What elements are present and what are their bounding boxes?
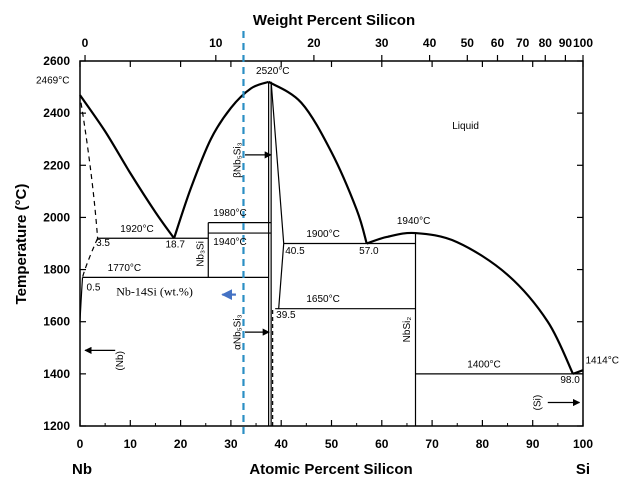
top-tick-label: 40: [423, 36, 437, 50]
x-tick-label: 10: [124, 437, 138, 451]
composition-label-c_98_0: 98.0: [560, 375, 580, 386]
beta-nb5si3-label: βNb₅Si₃: [232, 142, 243, 178]
alpha-nb5si3-label: αNb₅Si₃: [232, 314, 243, 350]
axis-ticks: 0 10 20 30 40 50 60 70 80 90 100120014001600180020…: [43, 36, 593, 451]
y-axis-title: Temperature (°C): [13, 184, 30, 305]
top-tick-label: 10: [209, 36, 223, 50]
top-tick-label: 70: [516, 36, 530, 50]
x-tick-label: 80: [476, 437, 490, 451]
x-tick-label: 50: [325, 437, 339, 451]
liquidus-curve: [366, 231, 574, 375]
annotations: 2469°C 2520°C 1920°C 1980°C 1940°C 1770°C 1900…: [36, 66, 619, 410]
y-tick-label: 1200: [43, 419, 70, 433]
y-tick-label: 1600: [43, 315, 70, 329]
nb-end-label: Nb: [72, 461, 92, 478]
x-axis-title: Atomic Percent Silicon: [249, 461, 412, 478]
temperature-label-t_1400: 1400°C: [467, 359, 500, 370]
nb-solvus-solid: [79, 277, 84, 322]
nbsi2-label: NbSi₂: [402, 317, 413, 343]
top-tick-label: 100: [573, 36, 593, 50]
nb3si-label: Nb₃Si: [196, 241, 207, 267]
nb5si3-solidus: [270, 81, 285, 310]
temperature-label-t_1940a: 1940°C: [213, 237, 246, 248]
nb-solvus-lower: [81, 238, 99, 278]
temperature-label-t_1920: 1920°C: [120, 224, 153, 235]
temperature-label-t_1940b: 1940°C: [397, 216, 430, 227]
top-tick-label: 0: [82, 36, 89, 50]
temperature-label-t_2469: 2469°C: [36, 75, 69, 86]
temperature-label-t_1980: 1980°C: [213, 208, 246, 219]
si-phase-label: (Si): [533, 395, 544, 411]
y-tick-label: 2600: [43, 54, 70, 68]
y-tick-label: 2200: [43, 158, 70, 172]
liquidus-curve: [173, 80, 270, 239]
liquidus-curve: [79, 94, 175, 239]
top-tick-label: 90: [559, 36, 573, 50]
top-tick-label: 30: [375, 36, 389, 50]
x-tick-label: 100: [573, 437, 593, 451]
top-tick-label: 50: [461, 36, 475, 50]
composition-label-c_57_0: 57.0: [359, 246, 379, 257]
liquid-label: Liquid: [452, 121, 479, 132]
y-tick-label: 2400: [43, 106, 70, 120]
x-tick-label: 70: [425, 437, 439, 451]
top-tick-label: 80: [539, 36, 553, 50]
nb14si-label: Nb-14Si (wt.%): [116, 285, 193, 299]
y-tick-label: 1400: [43, 367, 70, 381]
y-tick-label: 2000: [43, 210, 70, 224]
x-tick-label: 40: [275, 437, 289, 451]
composition-label-c_0_5: 0.5: [87, 282, 101, 293]
top-tick-label: 20: [307, 36, 321, 50]
temperature-label-t_1900: 1900°C: [306, 229, 339, 240]
top-tick-label: 60: [491, 36, 505, 50]
x-tick-label: 0: [77, 437, 84, 451]
phase-boundaries: [79, 31, 584, 434]
composition-label-c_40_5: 40.5: [285, 246, 305, 257]
composition-label-c_18_7: 18.7: [166, 239, 186, 250]
temperature-label-t_1770: 1770°C: [108, 263, 141, 274]
composition-label-c_3_5: 3.5: [96, 238, 110, 249]
chart-title: Weight Percent Silicon: [253, 12, 415, 29]
temperature-label-t_1414: 1414°C: [586, 356, 619, 367]
x-tick-label: 30: [224, 437, 238, 451]
composition-label-c_39_5: 39.5: [276, 310, 296, 321]
temperature-label-t_2520: 2520°C: [256, 66, 289, 77]
x-tick-label: 60: [375, 437, 389, 451]
nb-phase-label: (Nb): [115, 351, 126, 370]
temperature-label-t_1650: 1650°C: [306, 294, 339, 305]
nb-solvus-upper: [80, 102, 99, 239]
y-tick-label: 1800: [43, 263, 70, 277]
liquidus-curve: [268, 80, 368, 244]
si-end-label: Si: [576, 461, 590, 478]
x-tick-label: 90: [526, 437, 540, 451]
x-tick-label: 20: [174, 437, 188, 451]
